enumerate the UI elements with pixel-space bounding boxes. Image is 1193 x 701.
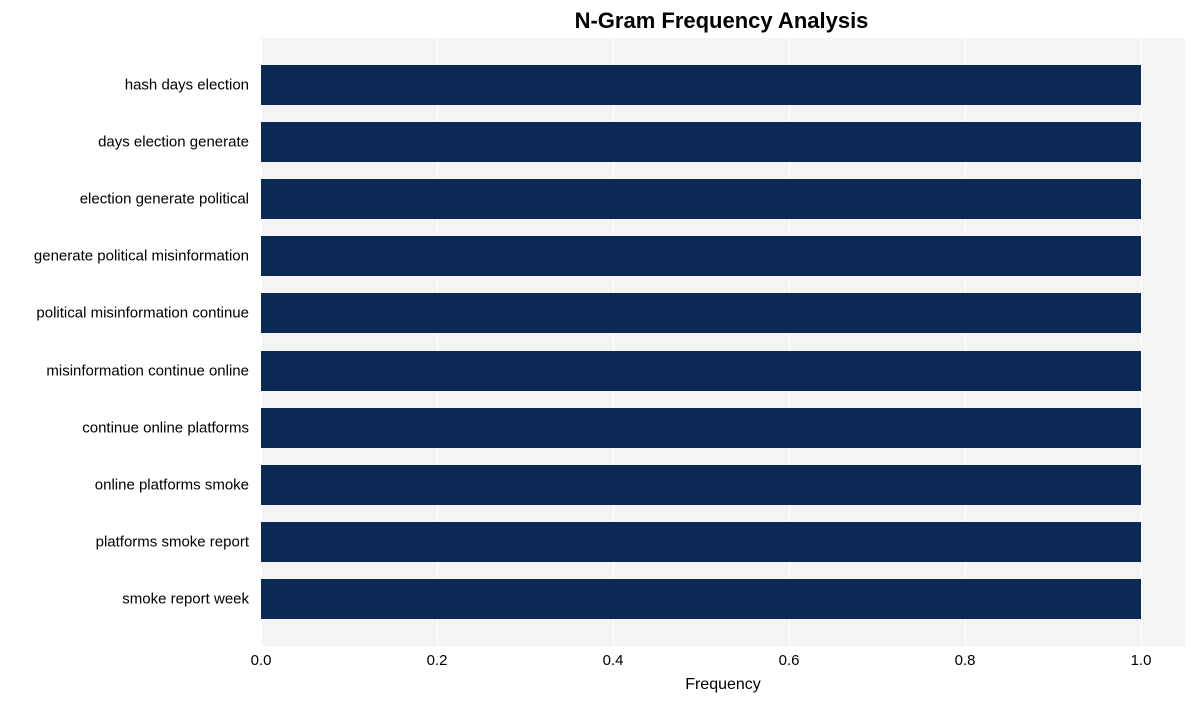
y-category-label: platforms smoke report — [96, 534, 249, 551]
y-category-label: political misinformation continue — [36, 305, 249, 322]
x-axis-label: Frequency — [685, 676, 761, 694]
x-axis: Frequency 0.00.20.40.60.81.0 — [261, 646, 1185, 694]
y-category-label: election generate political — [80, 191, 249, 208]
bar — [261, 122, 1141, 162]
bar — [261, 65, 1141, 105]
y-category-label: generate political misinformation — [34, 248, 249, 265]
bar — [261, 351, 1141, 391]
bar — [261, 408, 1141, 448]
y-category-label: hash days election — [125, 76, 249, 93]
y-category-label: continue online platforms — [82, 419, 249, 436]
x-tick-label: 0.0 — [251, 652, 272, 669]
bar — [261, 522, 1141, 562]
chart-title: N-Gram Frequency Analysis — [8, 8, 1185, 34]
y-category-label: misinformation continue online — [46, 362, 249, 379]
gridline — [1141, 38, 1142, 646]
x-tick-label: 0.6 — [779, 652, 800, 669]
plot-row: hash days election days election generate… — [8, 38, 1185, 646]
y-category-label: smoke report week — [122, 591, 249, 608]
plot-area — [261, 38, 1185, 646]
bar — [261, 293, 1141, 333]
ngram-frequency-chart: N-Gram Frequency Analysis hash days elec… — [8, 8, 1185, 693]
x-tick-label: 0.4 — [603, 652, 624, 669]
bar — [261, 465, 1141, 505]
x-tick-label: 0.8 — [955, 652, 976, 669]
x-tick-label: 0.2 — [427, 652, 448, 669]
y-category-label: online platforms smoke — [95, 477, 249, 494]
y-axis-labels: hash days election days election generate… — [8, 38, 261, 646]
bar — [261, 179, 1141, 219]
bar — [261, 236, 1141, 276]
x-tick-label: 1.0 — [1131, 652, 1152, 669]
bar — [261, 579, 1141, 619]
y-category-label: days election generate — [98, 133, 249, 150]
